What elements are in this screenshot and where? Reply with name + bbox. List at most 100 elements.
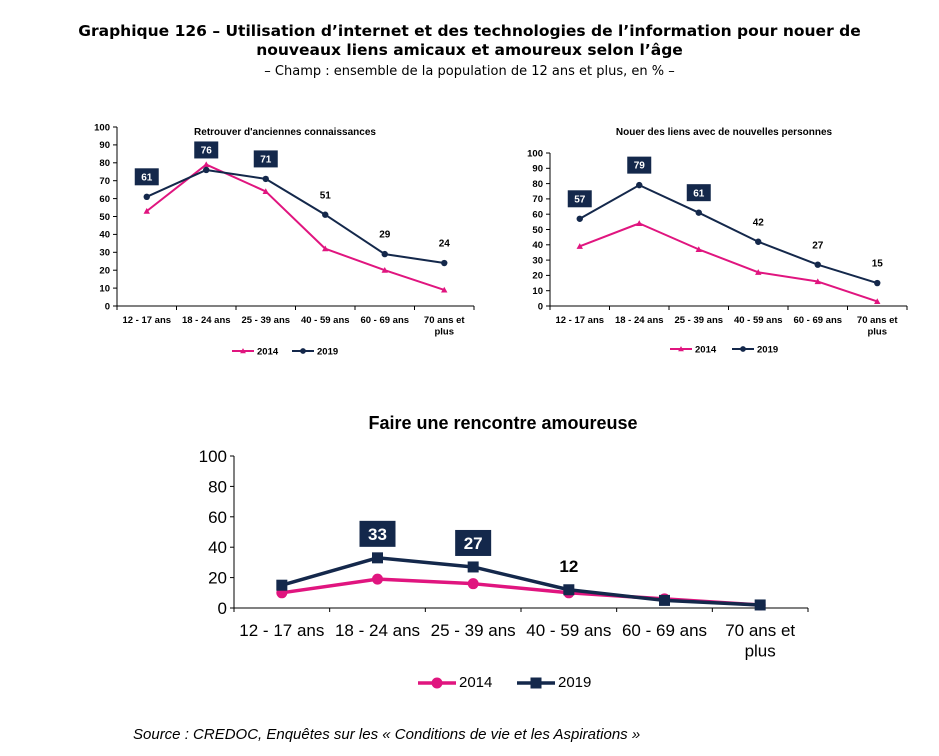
legend-label-2014: 2014 <box>695 344 717 355</box>
x-tick-label-12-17-ans: 12 - 17 ans <box>239 621 324 640</box>
y-tick-label: 60 <box>532 210 543 221</box>
y-tick-label: 90 <box>99 140 110 151</box>
y-tick-label: 90 <box>532 164 543 175</box>
point-2019-5 <box>754 599 766 611</box>
point-2019-5 <box>874 279 881 287</box>
data-label-box <box>194 141 219 159</box>
legend-marker-2019 <box>530 677 542 689</box>
data-label: 27 <box>464 534 483 553</box>
x-tick-label-40-59-ans: 40 - 59 ans <box>526 621 611 640</box>
y-tick-label: 0 <box>218 599 227 618</box>
data-label: 79 <box>634 161 646 172</box>
point-2014-3 <box>755 269 762 275</box>
y-tick-label: 40 <box>99 230 110 241</box>
data-label: 42 <box>753 217 765 228</box>
point-2019-2 <box>262 175 269 183</box>
y-tick-label: 60 <box>208 508 227 527</box>
chart-title: Faire une rencontre amoureuse <box>368 413 637 433</box>
y-tick-label: 50 <box>532 225 543 236</box>
title-line-2: nouveaux liens amicaux et amoureux selon… <box>256 41 683 59</box>
data-label: 24 <box>439 239 451 250</box>
chart-3: Faire une rencontre amoureuse 0 20 40 60 80 10… <box>199 413 809 691</box>
legend-label-2019: 2019 <box>317 346 338 357</box>
point-2019-1 <box>203 166 210 174</box>
x-tick-label-40-59-ans: 40 - 59 ans <box>301 315 350 326</box>
data-label-box <box>134 168 159 186</box>
point-2014-5 <box>441 286 448 293</box>
point-2014-1 <box>203 161 210 168</box>
y-tick-label: 60 <box>99 194 110 205</box>
point-2019-0 <box>276 579 288 591</box>
y-tick-label: 80 <box>99 158 110 169</box>
data-label: 61 <box>141 172 153 183</box>
y-tick-label: 100 <box>94 122 110 133</box>
x-tick-label-70-ans-et-plus: 70 ans et plus <box>857 315 898 337</box>
point-2019-5 <box>441 259 448 267</box>
y-tick-label: 30 <box>99 248 110 259</box>
point-2019-3 <box>755 238 762 245</box>
point-2019-4 <box>381 250 388 258</box>
point-2019-4 <box>814 261 821 268</box>
data-label-box <box>686 184 711 202</box>
x-tick-label-12-17-ans: 12 - 17 ans <box>122 315 171 326</box>
x-tick-label-40-59-ans: 40 - 59 ans <box>734 315 783 326</box>
data-label-box <box>359 520 396 547</box>
data-label-box <box>567 190 592 208</box>
x-tick-label-60-69-ans: 60 - 69 ans <box>793 315 842 326</box>
chart-1: Retrouver d'anciennes connaissances 0 10 20… <box>94 122 475 357</box>
point-2014-1 <box>372 573 383 585</box>
chart-2: Nouer des liens avec de nouvelles person… <box>527 127 908 355</box>
legend-label-2014: 2014 <box>459 674 492 691</box>
page-title: Graphique 126 – Utilisation d’internet e… <box>0 22 939 60</box>
point-2019-2 <box>467 561 479 573</box>
series-line-2019 <box>281 556 761 607</box>
data-label: 33 <box>368 525 387 544</box>
legend-marker-2014 <box>240 348 246 354</box>
page-subtitle: – Champ : ensemble de la population de 1… <box>264 64 675 79</box>
series-line-2019 <box>146 168 445 265</box>
point-2019-3 <box>322 211 329 218</box>
point-2019-4 <box>659 594 670 606</box>
legend-label-2014: 2014 <box>257 346 279 357</box>
legend-marker-2014 <box>431 677 443 689</box>
data-label: 29 <box>379 230 391 241</box>
chart-title: Retrouver d'anciennes connaissances <box>194 127 376 138</box>
y-tick-label: 50 <box>99 212 110 223</box>
x-tick-label-12-17-ans: 12 - 17 ans <box>555 315 604 326</box>
series-line-2014 <box>146 163 445 291</box>
y-tick-label: 0 <box>105 301 110 312</box>
point-2019-2 <box>695 209 702 216</box>
y-tick-label: 100 <box>199 447 227 466</box>
point-2014-0 <box>576 243 583 249</box>
point-2014-2 <box>467 578 479 590</box>
legend-label-2019: 2019 <box>558 674 591 691</box>
point-2019-3 <box>563 584 575 596</box>
y-tick-label: 80 <box>208 477 227 496</box>
point-2019-1 <box>372 552 383 564</box>
legend-marker-2019 <box>300 348 306 354</box>
title-line-1: Graphique 126 – Utilisation d’internet e… <box>78 22 861 40</box>
y-tick-label: 40 <box>532 240 543 251</box>
point-2014-0 <box>143 207 150 214</box>
y-tick-label: 10 <box>532 286 543 297</box>
y-tick-label: 100 <box>527 148 543 159</box>
y-tick-label: 20 <box>208 569 227 588</box>
y-tick-label: 70 <box>99 176 110 187</box>
y-tick-label: 20 <box>532 271 543 282</box>
data-label-box <box>627 156 652 174</box>
legend-marker-2019 <box>740 346 746 352</box>
point-2019-1 <box>636 181 643 189</box>
data-label: 27 <box>812 240 824 251</box>
point-2014-3 <box>322 245 329 252</box>
x-tick-label-60-69-ans: 60 - 69 ans <box>622 621 707 640</box>
y-tick-label: 20 <box>99 266 110 277</box>
y-tick-label: 70 <box>532 194 543 205</box>
data-label: 51 <box>320 190 332 201</box>
y-tick-label: 10 <box>99 283 110 294</box>
y-tick-label: 40 <box>208 538 227 557</box>
chart-title: Nouer des liens avec de nouvelles person… <box>616 127 833 138</box>
point-2014-5 <box>874 298 881 304</box>
x-tick-label-18-24-ans: 18 - 24 ans <box>182 315 231 326</box>
data-label: 12 <box>559 557 578 576</box>
data-label: 76 <box>201 146 213 157</box>
